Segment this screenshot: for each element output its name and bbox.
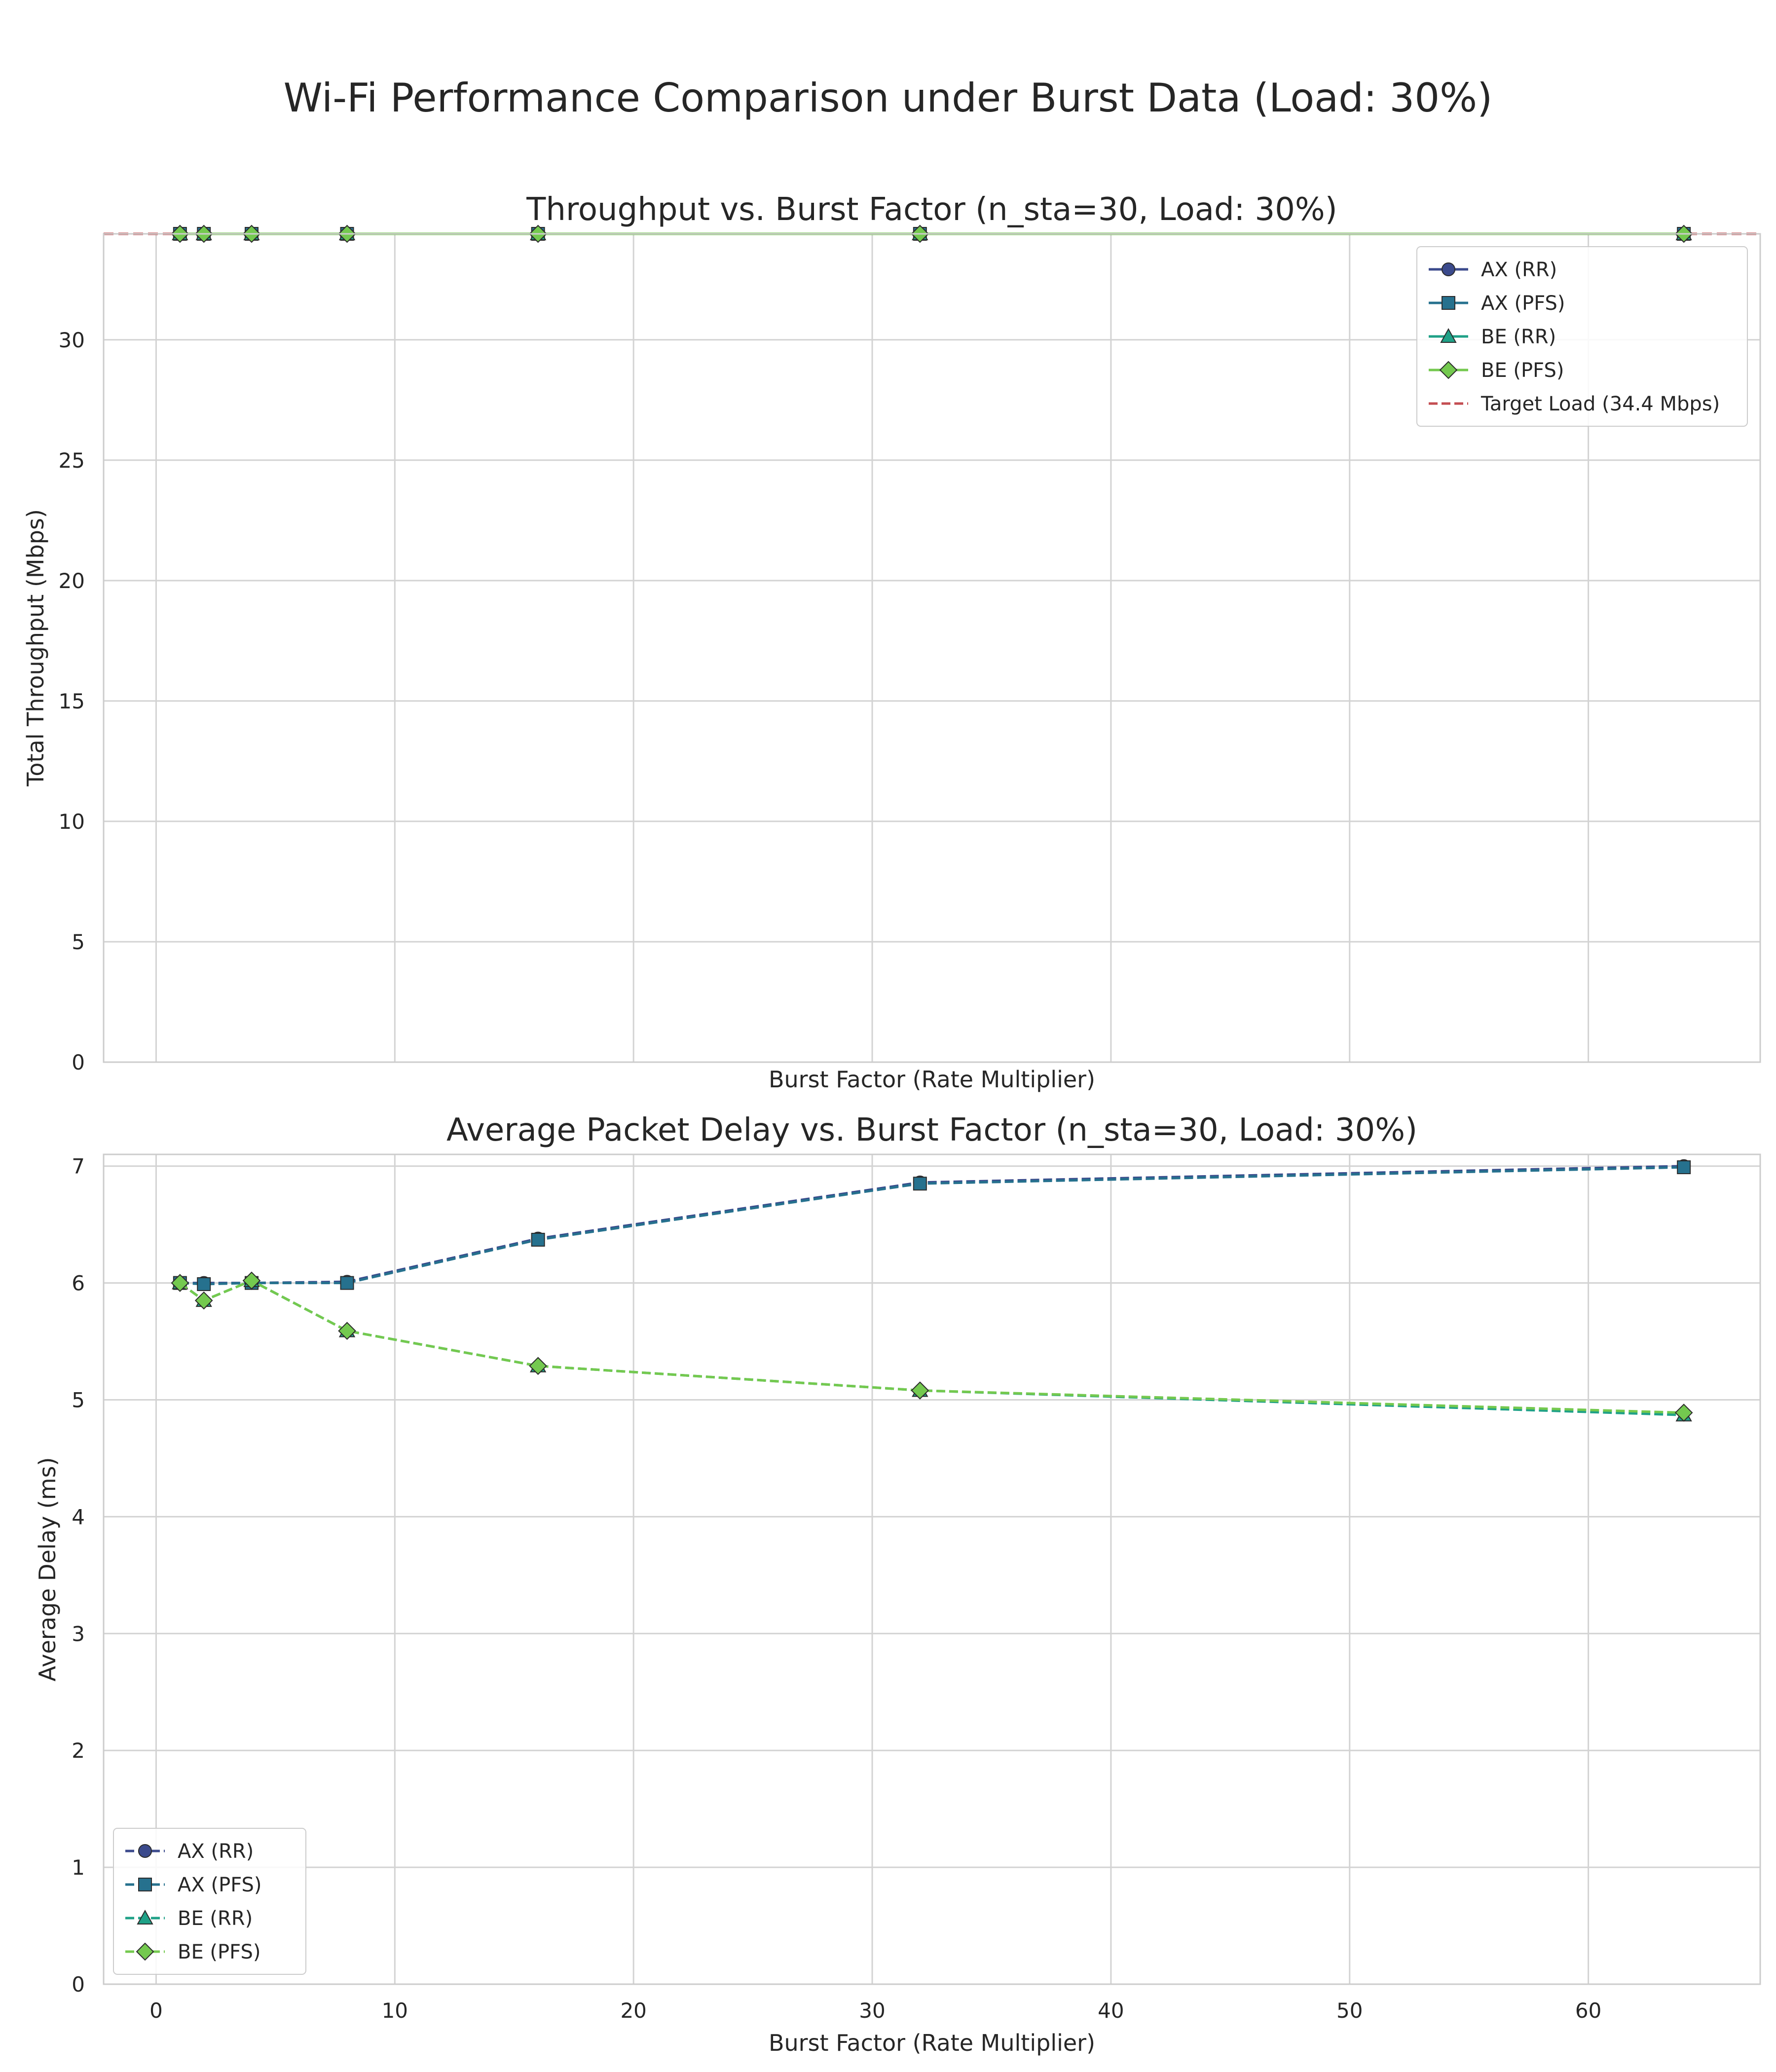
- delay-point-be-pfs: [338, 1322, 356, 1340]
- delay-legend-marker-be-rr: [137, 1909, 153, 1924]
- delay-legend-marker-ax-rr: [138, 1844, 152, 1858]
- delay-legend-label: BE (PFS): [178, 1941, 260, 1963]
- delay-y-tick-label: 5: [72, 1388, 85, 1412]
- throughput-title: Throughput vs. Burst Factor (n_sta=30, L…: [526, 191, 1337, 228]
- delay-x-tick-label: 60: [1575, 1998, 1601, 2023]
- delay-point-be-pfs: [242, 1271, 261, 1290]
- throughput-legend-label: BE (RR): [1481, 326, 1556, 348]
- delay-x-tick-label: 20: [620, 1998, 646, 2023]
- throughput-legend-label: AX (RR): [1481, 259, 1557, 281]
- throughput-legend-box: [1416, 246, 1748, 427]
- delay-point-be-pfs: [171, 1274, 189, 1292]
- delay-y-tick-label: 1: [72, 1855, 85, 1880]
- throughput-legend-label: Target Load (34.4 Mbps): [1480, 393, 1720, 415]
- delay-point-be-pfs: [194, 1291, 213, 1310]
- throughput-legend-label: BE (PFS): [1481, 359, 1564, 382]
- delay-legend-marker-be-pfs: [136, 1942, 154, 1961]
- delay-x-tick-label: 10: [382, 1998, 408, 2023]
- delay-y-tick-label: 6: [72, 1271, 85, 1295]
- delay-x-tick-label: 30: [859, 1998, 885, 2023]
- delay-point-ax-pfs: [1677, 1160, 1691, 1175]
- delay-x-tick-label: 40: [1098, 1998, 1124, 2023]
- delay-point-ax-pfs: [531, 1232, 545, 1247]
- delay-axes-border: [103, 1153, 1761, 1985]
- delay-legend-label: AX (RR): [178, 1840, 254, 1863]
- delay-point-ax-pfs: [913, 1177, 927, 1191]
- delay-y-tick-label: 2: [72, 1739, 85, 1763]
- delay-x-tick-label: 0: [149, 1998, 163, 2023]
- delay-point-ax-pfs: [340, 1276, 354, 1290]
- delay-panel: 0 1 2 3 4 5 6 7 0 10 20 30 40 50 60 Average Packet De…: [34, 1112, 1761, 2056]
- throughput-y-tick-label: 0: [72, 1050, 85, 1074]
- throughput-legend: AX (RR) AX (PFS) BE (RR) BE (PFS) Target Loa…: [1416, 246, 1748, 427]
- throughput-y-tick-label: 5: [72, 930, 85, 954]
- delay-x-tick-labels: 0 10 20 30 40 50 60: [149, 1998, 1601, 2023]
- figure-suptitle: Wi-Fi Performance Comparison under Burst…: [284, 75, 1493, 121]
- delay-y-axis-label: Average Delay (ms): [34, 1457, 61, 1682]
- throughput-y-tick-label: 10: [59, 810, 85, 834]
- delay-plot-area: [171, 1159, 1693, 1422]
- delay-legend-marker-ax-pfs: [138, 1878, 152, 1891]
- delay-point-ax-pfs: [197, 1277, 211, 1291]
- throughput-y-tick-label: 20: [59, 569, 85, 593]
- delay-legend-label: BE (RR): [178, 1907, 253, 1930]
- delay-legend-label: AX (PFS): [178, 1874, 262, 1896]
- throughput-legend-label: AX (PFS): [1481, 292, 1565, 315]
- throughput-legend-marker-ax-pfs: [1442, 296, 1455, 310]
- throughput-y-tick-label: 25: [59, 448, 85, 473]
- delay-legend-box: [113, 1828, 306, 1975]
- throughput-y-axis-label: Total Throughput (Mbps): [22, 509, 49, 787]
- delay-y-tick-label: 0: [72, 1972, 85, 1997]
- throughput-legend-marker-be-rr: [1440, 328, 1457, 343]
- delay-point-be-pfs: [1674, 1404, 1693, 1422]
- delay-point-be-pfs: [911, 1381, 929, 1400]
- delay-y-tick-labels: 0 1 2 3 4 5 6 7: [72, 1154, 85, 1997]
- delay-title: Average Packet Delay vs. Burst Factor (n…: [446, 1112, 1417, 1148]
- delay-y-tick-label: 3: [72, 1622, 85, 1646]
- throughput-y-tick-labels: 0 5 10 15 20 25 30: [59, 328, 85, 1074]
- delay-legend: AX (RR) AX (PFS) BE (RR) BE (PFS): [113, 1828, 306, 1975]
- delay-x-axis-label: Burst Factor (Rate Multiplier): [769, 2030, 1095, 2056]
- throughput-y-tick-label: 15: [59, 689, 85, 713]
- throughput-axes-border: [103, 233, 1761, 1063]
- throughput-legend-marker-ax-rr: [1442, 262, 1455, 276]
- throughput-legend-marker-be-pfs: [1439, 361, 1458, 379]
- delay-point-be-pfs: [529, 1357, 547, 1375]
- throughput-y-tick-label: 30: [59, 328, 85, 352]
- delay-axes-frame: [104, 1154, 1760, 1984]
- delay-x-tick-label: 50: [1336, 1998, 1363, 2023]
- delay-y-tick-label: 7: [72, 1154, 85, 1179]
- delay-y-tick-label: 4: [72, 1505, 85, 1529]
- throughput-panel: 0 5 10 15 20 25 30 Throughput vs. Burst Factor…: [22, 191, 1761, 1093]
- throughput-x-axis-label: Burst Factor (Rate Multiplier): [769, 1066, 1095, 1093]
